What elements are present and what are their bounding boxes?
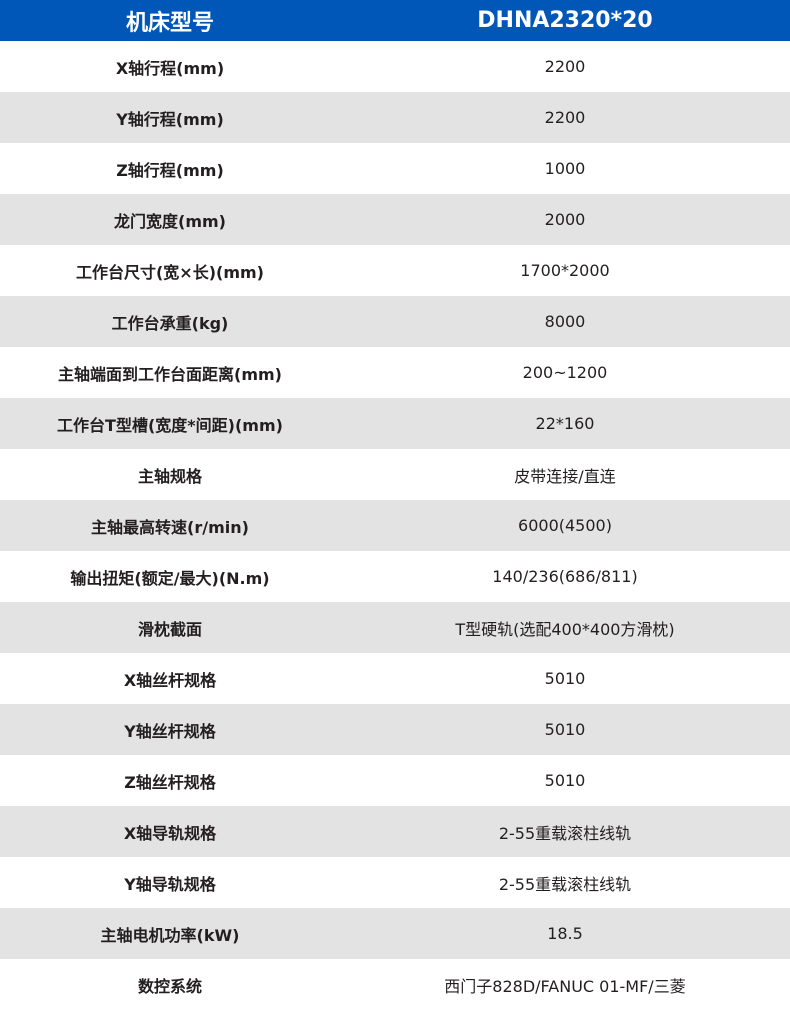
table-row: 主轴电机功率(kW) 18.5 [0,908,790,959]
table-header: 机床型号 DHNA2320*20 [0,0,790,41]
spec-value: 西门子828D/FANUC 01-MF/三菱 [444,976,686,996]
table-row: 滑枕截面 T型硬轨(选配400*400方滑枕) [0,602,790,653]
table-row: 主轴最高转速(r/min) 6000(4500) [0,500,790,551]
spec-label: Y轴行程(mm) [116,109,224,129]
spec-value: 2000 [544,210,586,229]
spec-value: 2-55重载滚柱线轨 [498,823,632,843]
spec-label: 主轴最高转速(r/min) [91,517,249,537]
spec-value: 1000 [544,159,586,178]
header-label: 机床型号 [125,10,214,36]
spec-value: 6000(4500) [518,516,612,535]
table-row: X轴丝杆规格 5010 [0,653,790,704]
spec-label: X轴丝杆规格 [123,670,217,690]
spec-label: 工作台T型槽(宽度*间距)(mm) [57,415,283,435]
spec-label: 主轴电机功率(kW) [100,925,240,945]
spec-value: 8000 [544,312,586,331]
spec-label: 输出扭矩(额定/最大)(N.m) [70,568,270,588]
header-model: DHNA2320*20 [477,8,653,33]
table-row: 工作台T型槽(宽度*间距)(mm) 22*160 [0,398,790,449]
spec-value: 18.5 [547,924,583,943]
spec-value: 22*160 [535,414,595,433]
table-row: 工作台尺寸(宽×长)(mm) 1700*2000 [0,245,790,296]
spec-value: 5010 [544,669,586,688]
table-row: 主轴端面到工作台面距离(mm) 200~1200 [0,347,790,398]
spec-label: 数控系统 [137,976,202,996]
spec-label: Z轴丝杆规格 [124,772,216,792]
spec-label: 工作台承重(kg) [111,313,229,333]
table-row: Y轴导轨规格 2-55重载滚柱线轨 [0,857,790,908]
table-row: 工作台承重(kg) 8000 [0,296,790,347]
spec-label: 滑枕截面 [137,619,202,639]
spec-value: 5010 [544,771,586,790]
spec-label: Z轴行程(mm) [116,160,224,180]
table-row: 主轴规格 皮带连接/直连 [0,449,790,500]
table-row: Z轴丝杆规格 5010 [0,755,790,806]
table-row: 数控系统 西门子828D/FANUC 01-MF/三菱 [0,959,790,1010]
table-row: X轴行程(mm) 2200 [0,41,790,92]
spec-value: 200~1200 [522,363,608,382]
spec-label: Y轴导轨规格 [124,874,216,894]
spec-value: 5010 [544,720,586,739]
spec-value: 2200 [544,108,586,127]
spec-value: 1700*2000 [520,261,610,280]
spec-label: 工作台尺寸(宽×长)(mm) [75,262,264,282]
spec-value: 2-55重载滚柱线轨 [498,874,632,894]
spec-label: X轴导轨规格 [123,823,217,843]
table-row: 输出扭矩(额定/最大)(N.m) 140/236(686/811) [0,551,790,602]
spec-value: 皮带连接/直连 [514,466,616,486]
table-row: 龙门宽度(mm) 2000 [0,194,790,245]
spec-value: T型硬轨(选配400*400方滑枕) [455,619,675,639]
table-row: Z轴行程(mm) 1000 [0,143,790,194]
spec-label: 龙门宽度(mm) [114,211,226,231]
table-row: Y轴行程(mm) 2200 [0,92,790,143]
table-body: X轴行程(mm) 2200 Y轴行程(mm) 2200 Z轴行程(mm) 1000 龙门宽度… [0,41,790,1010]
spec-label: 主轴规格 [137,466,202,486]
spec-value: 140/236(686/811) [492,567,638,586]
spec-label: Y轴丝杆规格 [124,721,216,741]
table-row: X轴导轨规格 2-55重载滚柱线轨 [0,806,790,857]
table-row: Y轴丝杆规格 5010 [0,704,790,755]
spec-label: X轴行程(mm) [115,58,225,78]
spec-value: 2200 [544,57,586,76]
spec-label: 主轴端面到工作台面距离(mm) [58,364,282,384]
